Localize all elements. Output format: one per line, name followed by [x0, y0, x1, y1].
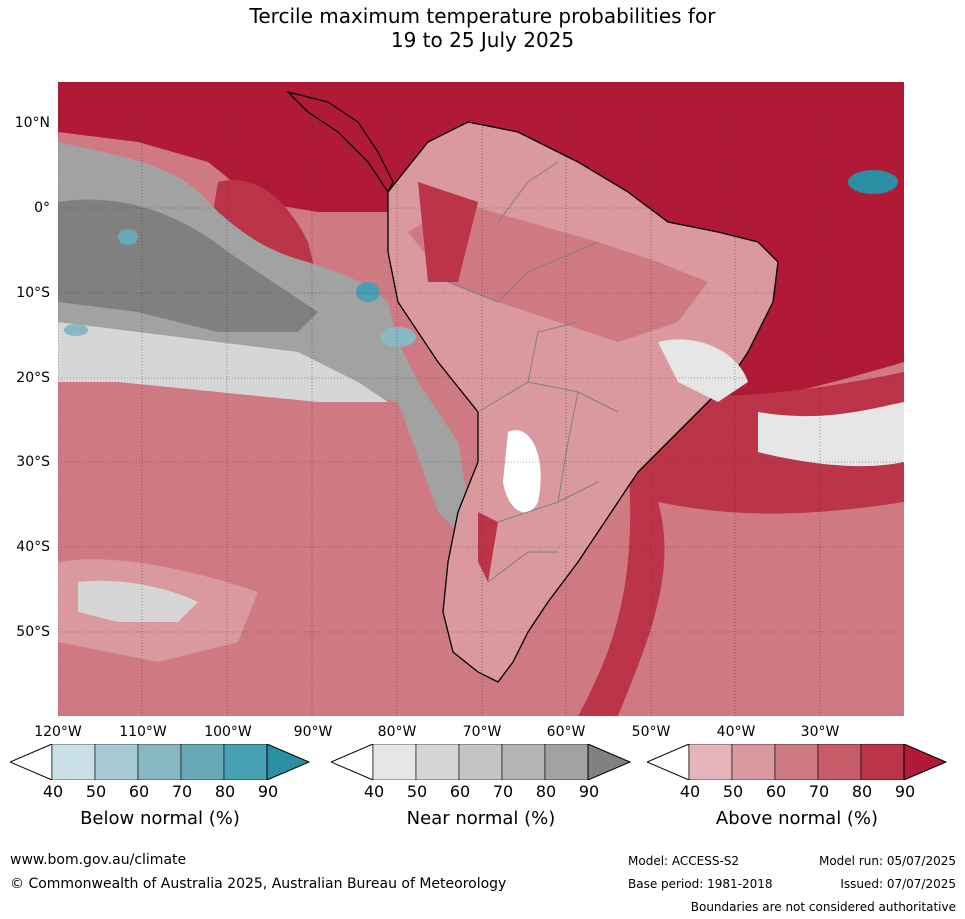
probability-map	[58, 82, 904, 716]
lat-label-30s: 30°S	[16, 454, 50, 470]
footer-model: Model: ACCESS-S2	[628, 854, 740, 868]
colorbar-bin	[180, 744, 225, 780]
cb2-tick-90: 90	[894, 782, 916, 801]
colorbar-min-arrow	[10, 744, 53, 780]
footer-model-run: Model run: 05/07/2025	[818, 854, 956, 868]
map-graticule	[58, 82, 904, 716]
cb2-tick-40: 40	[679, 782, 701, 801]
cb0-tick-80: 80	[214, 782, 236, 801]
cb1-tick-60: 60	[449, 782, 471, 801]
cb1-tick-40: 40	[363, 782, 385, 801]
colorbar-bin	[223, 744, 268, 780]
colorbar-below-normal	[10, 744, 310, 780]
footer-base-period: Base period: 1981-2018	[628, 877, 773, 891]
central-america	[286, 90, 394, 194]
lon-label-100w: 100°W	[204, 724, 252, 740]
colorbar-bin	[860, 744, 905, 780]
cb0-tick-70: 70	[171, 782, 193, 801]
colorbar-min-arrow	[647, 744, 690, 780]
footer-issued: Issued: 07/07/2025	[840, 877, 956, 891]
colorbar-bin	[415, 744, 460, 780]
colorbar-near-normal	[331, 744, 631, 780]
cb1-tick-90: 90	[578, 782, 600, 801]
colorbar-bin	[774, 744, 819, 780]
lon-label-60w: 60°W	[546, 724, 586, 740]
cb1-tick-70: 70	[492, 782, 514, 801]
lon-label-90w: 90°W	[293, 724, 333, 740]
region-near-normal-light	[58, 322, 388, 402]
lon-label-80w: 80°W	[377, 724, 417, 740]
colorbar-max-arrow	[587, 744, 631, 780]
cb2-tick-50: 50	[722, 782, 744, 801]
colorbar-title-below: Below normal (%)	[80, 808, 240, 829]
cb0-tick-40: 40	[42, 782, 64, 801]
lat-label-10s: 10°S	[16, 285, 50, 301]
region-above-amazon	[408, 202, 708, 342]
colorbar-above-normal	[647, 744, 947, 780]
below-normal-spot-1	[356, 282, 380, 302]
lon-label-30w: 30°W	[800, 724, 840, 740]
lat-label-10n: 10°N	[14, 115, 50, 131]
colorbar-bin	[688, 744, 733, 780]
colorbar-bin	[372, 744, 417, 780]
cb1-tick-80: 80	[535, 782, 557, 801]
title-line-1: Tercile maximum temperature probabilitie…	[249, 4, 716, 28]
below-normal-spot-4	[118, 229, 138, 245]
cb1-tick-50: 50	[406, 782, 428, 801]
cb0-tick-60: 60	[128, 782, 150, 801]
region-above-colombia	[418, 182, 478, 282]
region-above-atlantic-south	[618, 502, 904, 716]
colorbar-bin	[94, 744, 139, 780]
lat-label-40s: 40°S	[16, 539, 50, 555]
lat-label-50s: 50°S	[16, 624, 50, 640]
lon-label-70w: 70°W	[462, 724, 502, 740]
colorbar-bin	[817, 744, 862, 780]
below-normal-spot-5	[64, 324, 88, 336]
region-no-signal-chaco	[503, 430, 541, 513]
colorbar-title-above: Above normal (%)	[715, 808, 879, 829]
colorbar-bin	[731, 744, 776, 780]
lon-label-40w: 40°W	[716, 724, 756, 740]
below-normal-spot-3	[848, 170, 898, 194]
country-borders	[447, 161, 619, 583]
colorbar-bin	[137, 744, 182, 780]
colorbar-bin	[501, 744, 546, 780]
footer-copyright: © Commonwealth of Australia 2025, Austra…	[10, 876, 507, 892]
footer-website: www.bom.gov.au/climate	[10, 852, 187, 868]
region-near-normal-south	[78, 580, 198, 622]
cb0-tick-50: 50	[85, 782, 107, 801]
colorbar-max-arrow	[266, 744, 310, 780]
region-near-normal-atlantic	[758, 402, 904, 467]
lon-label-50w: 50°W	[631, 724, 671, 740]
lon-label-120w: 120°W	[34, 724, 82, 740]
cb2-tick-80: 80	[851, 782, 873, 801]
colorbar-bin	[458, 744, 503, 780]
colorbar-min-arrow	[331, 744, 374, 780]
title-line-2: 19 to 25 July 2025	[390, 28, 575, 52]
colorbar-max-arrow	[903, 744, 947, 780]
colorbar-title-near: Near normal (%)	[406, 808, 556, 829]
colorbar-bin	[51, 744, 96, 780]
lat-label-20s: 20°S	[16, 370, 50, 386]
lat-label-0: 0°	[34, 200, 50, 216]
footer-disclaimer: Boundaries are not considered authoritat…	[690, 900, 956, 914]
cb0-tick-90: 90	[257, 782, 279, 801]
region-near-normal-brazil	[658, 339, 748, 402]
cb2-tick-70: 70	[808, 782, 830, 801]
cb2-tick-60: 60	[765, 782, 787, 801]
below-normal-spot-2	[380, 327, 416, 347]
colorbar-bin	[544, 744, 589, 780]
lon-label-110w: 110°W	[119, 724, 167, 740]
map-title: Tercile maximum temperature probabilitie…	[0, 4, 965, 52]
